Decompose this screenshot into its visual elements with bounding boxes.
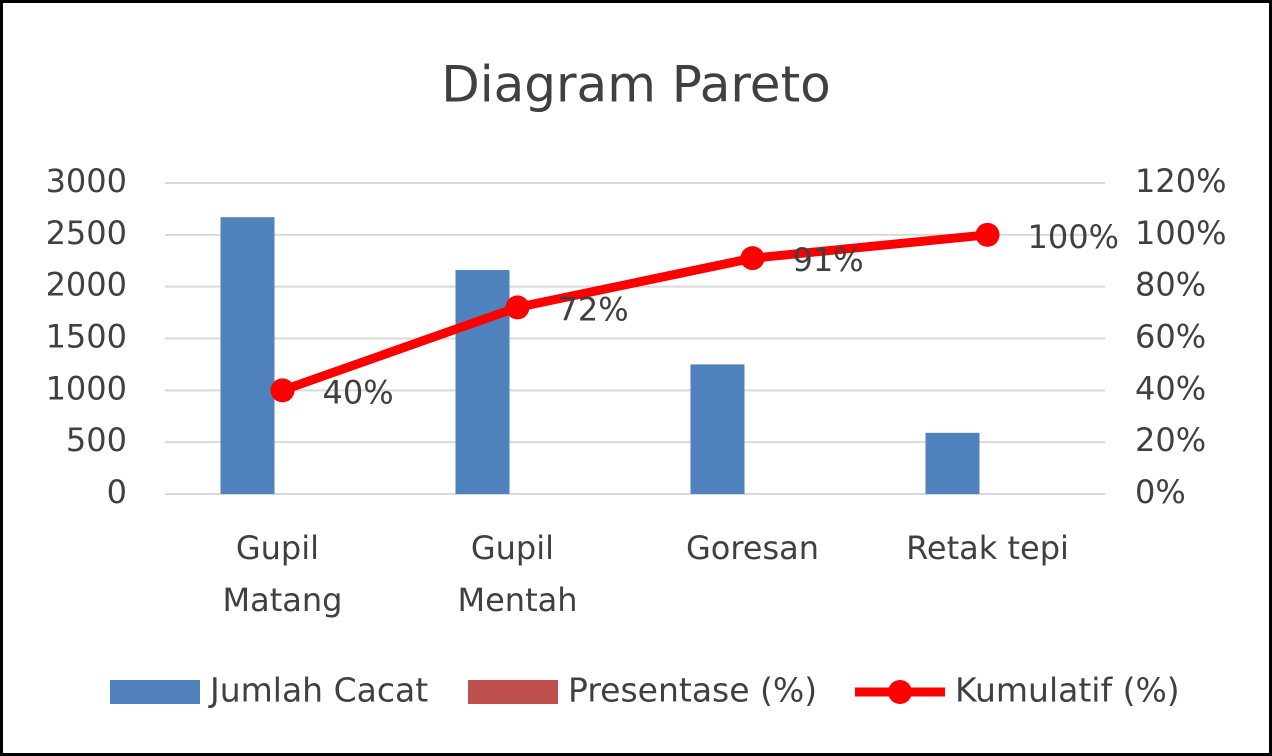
- data-label: 91%: [793, 241, 864, 279]
- y2-tick-label: 80%: [1135, 266, 1206, 304]
- y-tick-label: 2500: [46, 214, 127, 252]
- legend-label: Presentase (%): [568, 671, 817, 710]
- line-marker: [505, 295, 530, 320]
- x-tick-label: Retak tepi: [906, 529, 1069, 567]
- y-tick-label: 3000: [46, 162, 127, 200]
- line: [281, 230, 988, 395]
- bar: [455, 270, 510, 494]
- legend-swatch: [468, 680, 558, 704]
- y2-tick-label: 20%: [1135, 421, 1206, 459]
- y2-tick-label: 100%: [1135, 214, 1226, 252]
- y-tick-label: 1500: [46, 318, 127, 356]
- bar: [690, 364, 745, 494]
- y2-tick-label: 0%: [1135, 473, 1186, 511]
- y-tick-label: 0: [107, 473, 127, 511]
- x-tick-label: Goresan: [686, 529, 819, 567]
- legend-marker: [888, 680, 912, 704]
- data-label: 72%: [558, 290, 629, 328]
- x-tick-label: Gupil Matang: [223, 529, 343, 619]
- line-marker: [740, 246, 765, 271]
- y2-tick-label: 40%: [1135, 369, 1206, 407]
- line-marker: [270, 378, 295, 403]
- data-label: 100%: [1028, 218, 1119, 256]
- y-tick-label: 2000: [46, 266, 127, 304]
- legend-swatch: [110, 680, 200, 704]
- line-marker: [975, 222, 1000, 247]
- y2-tick-label: 60%: [1135, 318, 1206, 356]
- chart-title: Diagram Pareto: [441, 56, 831, 114]
- data-label: 40%: [323, 373, 394, 411]
- y-tick-label: 500: [66, 421, 127, 459]
- legend-label: Jumlah Cacat: [208, 671, 428, 710]
- bar: [925, 432, 980, 494]
- y2-tick-label: 120%: [1135, 162, 1226, 200]
- x-tick-label: Gupil Mentah: [457, 529, 577, 619]
- bar: [220, 217, 275, 494]
- y-tick-label: 1000: [46, 369, 127, 407]
- legend-label: Kumulatif (%): [955, 671, 1180, 710]
